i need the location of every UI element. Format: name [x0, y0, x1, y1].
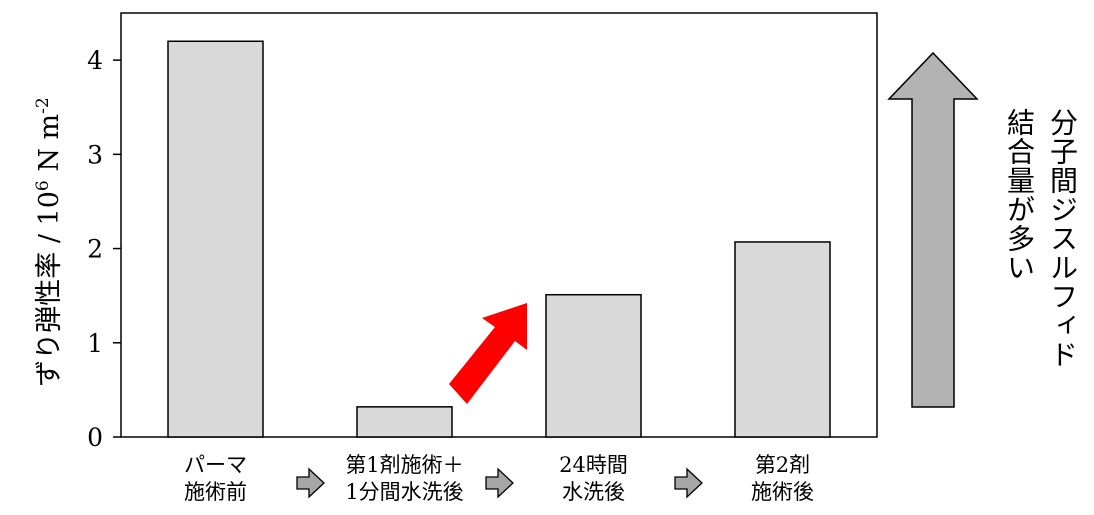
x-category-label: 24時間 水洗後: [559, 453, 628, 504]
x-category-label: パーマ 施術前: [184, 453, 247, 504]
bar-2: [545, 293, 642, 438]
annotation-line-1: 分子間ジスルフィド: [1046, 108, 1079, 369]
y-tick-label: 2: [87, 235, 103, 264]
annotation-line-2: 結合量が多い: [1003, 108, 1036, 282]
bar-0: [167, 40, 264, 438]
step-arrow: [296, 467, 325, 499]
y-tick-label: 1: [87, 329, 103, 358]
annotation-up-arrow: [887, 51, 979, 408]
increase-arrow: [449, 303, 527, 404]
bar-1: [356, 406, 453, 438]
plot-area-frame: [120, 12, 878, 438]
y-tick-label: 4: [87, 46, 103, 75]
x-category-label: 第2剤 施術後: [751, 453, 814, 504]
step-arrow: [674, 467, 703, 499]
x-category-label: 第1剤施術＋ 1分間水洗後: [345, 453, 464, 504]
y-axis-label: ずり弾性率 / 106 N m-2: [33, 97, 65, 387]
step-arrow: [485, 467, 514, 499]
y-tick-label: 0: [87, 423, 103, 452]
y-tick-label: 3: [87, 140, 103, 169]
bar-3: [734, 241, 831, 438]
